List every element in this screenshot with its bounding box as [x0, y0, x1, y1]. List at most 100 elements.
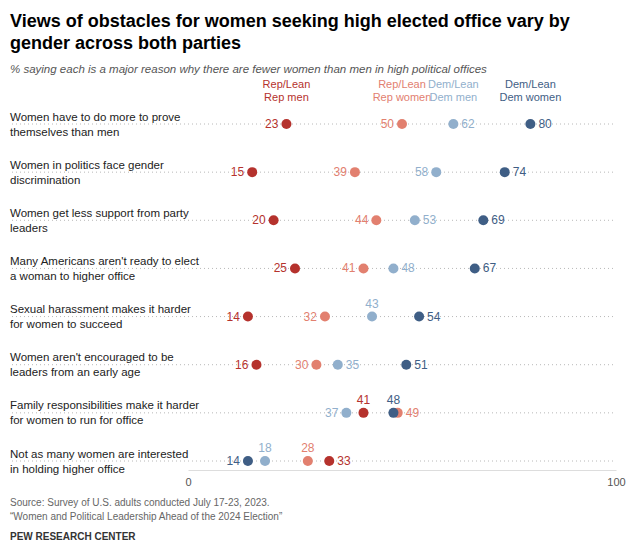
dot	[414, 312, 424, 322]
credit: PEW RESEARCH CENTER	[10, 531, 136, 542]
row-guide	[12, 412, 616, 413]
dot	[448, 119, 458, 129]
data-label: 80	[538, 117, 552, 131]
dot	[324, 456, 334, 466]
dot	[401, 360, 411, 370]
legend-label: Dem/LeanDem men	[428, 78, 479, 103]
dot	[470, 263, 480, 273]
dot	[281, 119, 291, 129]
text-line: in holding higher office	[10, 463, 125, 475]
dot	[311, 360, 321, 370]
data-label: 35	[346, 358, 360, 372]
dot	[350, 167, 360, 177]
text-line: Dem women	[500, 91, 562, 103]
data-label: 15	[231, 165, 245, 179]
text-line: Women in politics face gender	[10, 159, 164, 171]
chart: Views of obstacles for women seeking hig…	[0, 0, 640, 557]
dot	[247, 167, 257, 177]
category-label: Sexual harassment makes it harderfor wom…	[10, 303, 191, 330]
text-line: Sexual harassment makes it harder	[10, 303, 191, 315]
category-label: Women aren't encouraged to be leaders fro…	[10, 351, 174, 378]
axis-line	[189, 470, 617, 471]
category-label: Women have to do more to provethemselves…	[10, 111, 180, 138]
dot	[320, 312, 330, 322]
category-label: Not as many women are interested in holdi…	[10, 448, 188, 475]
text-line: leaders	[10, 222, 48, 234]
dot	[358, 263, 368, 273]
data-label: 43	[365, 297, 379, 311]
text-line: Rep men	[264, 91, 309, 103]
text-line: Dem/Lean	[505, 78, 556, 90]
text-line: Views of obstacles for women seeking hig…	[10, 11, 570, 31]
data-label: 51	[414, 358, 428, 372]
tick: 0	[185, 470, 191, 488]
row-guide	[12, 220, 616, 221]
data-label: 62	[461, 117, 475, 131]
dot	[388, 408, 398, 418]
data-label: 50	[381, 117, 395, 131]
footnote: “Women and Political Leadership Ahead of…	[10, 511, 282, 522]
text-line: Rep women	[373, 91, 432, 103]
subtitle: % saying each is a major reason why ther…	[10, 63, 487, 75]
data-label: 20	[252, 213, 266, 227]
text-line: leaders from an early age	[10, 366, 140, 378]
dot	[269, 215, 279, 225]
legend-label: Rep/LeanRep women	[373, 78, 432, 103]
data-label: 14	[227, 310, 241, 324]
data-label: 54	[427, 310, 441, 324]
data-label: 74	[513, 165, 527, 179]
dot	[525, 119, 535, 129]
data-label: 48	[401, 261, 415, 275]
data-label: 48	[387, 393, 401, 407]
dot	[251, 360, 261, 370]
footnote: Source: Survey of U.S. adults conducted …	[10, 497, 270, 508]
data-label: 37	[325, 406, 339, 420]
data-label: 67	[483, 261, 497, 275]
data-label: 28	[301, 441, 315, 455]
dot	[367, 312, 377, 322]
text-line: discrimination	[10, 174, 80, 186]
dot	[243, 312, 253, 322]
category-label: Women get less support from party leaders	[10, 207, 189, 234]
text-line: gender across both parties	[10, 33, 241, 53]
text-line: Rep/Lean	[378, 78, 426, 90]
data-label: 58	[415, 165, 429, 179]
footnotes: Source: Survey of U.S. adults conducted …	[10, 497, 282, 522]
dot	[397, 119, 407, 129]
dot	[290, 263, 300, 273]
dot	[358, 408, 368, 418]
legend: Rep/LeanRep menRep/LeanRep womenDem/Lean…	[263, 78, 562, 103]
data-label: 25	[274, 261, 288, 275]
category-label: Many Americans aren't ready to electa wo…	[10, 255, 200, 282]
dot	[341, 408, 351, 418]
text-line: themselves than men	[10, 126, 119, 138]
category-label: Family responsibilities make it harderfo…	[10, 399, 199, 426]
dot	[388, 263, 398, 273]
dot	[303, 456, 313, 466]
text-line: Family responsibilities make it harder	[10, 399, 199, 411]
data-label: 32	[304, 310, 318, 324]
dot	[243, 456, 253, 466]
row-guide	[12, 461, 616, 462]
text-line: Not as many women are interested	[10, 448, 188, 460]
text-line: % saying each is a major reason why ther…	[10, 63, 487, 75]
data-label: 16	[235, 358, 249, 372]
dot	[371, 215, 381, 225]
category-label: Women in politics face gender discriminat…	[10, 159, 164, 186]
x-axis: 0 100	[185, 470, 625, 488]
text-line: Dem/Lean	[428, 78, 479, 90]
data-label: 23	[265, 117, 279, 131]
data-labels: 2350628015395874204453692541486714324354…	[227, 117, 553, 468]
tick-label: 100	[607, 476, 625, 488]
legend-label: Dem/LeanDem women	[500, 78, 562, 103]
category-labels: Women have to do more to provethemselves…	[10, 111, 200, 475]
data-label: 69	[491, 213, 505, 227]
text-line: a woman to higher office	[10, 270, 135, 282]
data-label: 41	[357, 393, 371, 407]
row-guide	[12, 268, 616, 269]
text-line: Women aren't encouraged to be	[10, 351, 174, 363]
tick: 100	[607, 470, 625, 488]
tick-label: 0	[185, 476, 191, 488]
dot	[333, 360, 343, 370]
text-line: Women get less support from party	[10, 207, 189, 219]
